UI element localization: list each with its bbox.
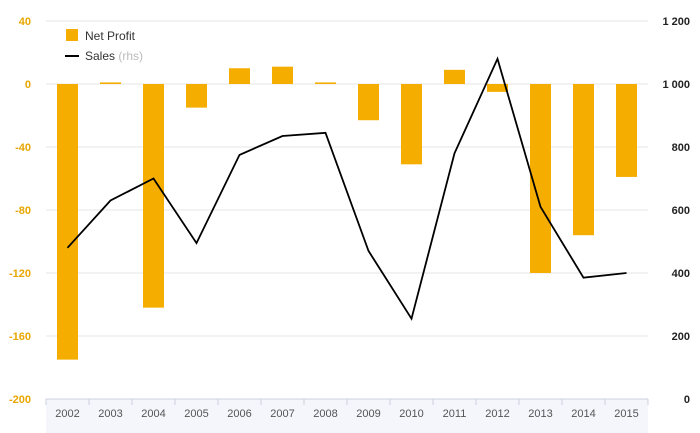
- right-y-tick-label: 1 000: [662, 79, 690, 91]
- x-tick-label-2004: 2004: [141, 408, 165, 420]
- x-tick-label-2006: 2006: [227, 408, 251, 420]
- x-tick-label-2008: 2008: [313, 408, 337, 420]
- bar-net-profit-2011: [444, 69, 465, 84]
- left-y-tick-label: -40: [15, 142, 31, 154]
- right-y-tick-label: 1 200: [662, 16, 690, 28]
- x-tick-label-2002: 2002: [55, 408, 79, 420]
- right-y-tick-label: 600: [672, 205, 690, 217]
- x-tick-label-2015: 2015: [614, 408, 638, 420]
- bar-net-profit-2004: [143, 84, 164, 308]
- sales-line-layer: [66, 56, 627, 321]
- bar-net-profit-2006: [229, 68, 250, 84]
- bar-net-profit-2012: [487, 84, 508, 92]
- legend-label-sales-suffix: (rhs): [118, 49, 143, 63]
- legend-label-sales-name: Sales: [85, 49, 115, 63]
- bar-net-profit-2015: [616, 84, 637, 177]
- legend-swatch-net-profit: [66, 29, 78, 41]
- x-tick-label-2013: 2013: [528, 408, 552, 420]
- bar-net-profit-2008: [315, 82, 336, 84]
- bar-net-profit-2002: [57, 84, 78, 360]
- left-y-tick-label: -120: [9, 268, 31, 280]
- bar-net-profit-2003: [100, 82, 121, 84]
- grid-lines: [46, 20, 648, 337]
- left-y-tick-label: -80: [15, 205, 31, 217]
- legend-label-net-profit: Net Profit: [85, 29, 136, 43]
- left-y-tick-label: -160: [9, 331, 31, 343]
- bar-net-profit-2014: [573, 84, 594, 236]
- left-y-tick-label: 40: [19, 16, 31, 28]
- x-tick-label-2012: 2012: [485, 408, 509, 420]
- legend-label-sales: Sales (rhs): [85, 49, 143, 63]
- legend: Net Profit Sales (rhs): [65, 29, 143, 63]
- x-tick-label-2007: 2007: [270, 408, 294, 420]
- x-tick-label-2005: 2005: [184, 408, 208, 420]
- right-y-tick-label: 0: [684, 394, 690, 406]
- left-y-tick-label: -200: [9, 394, 31, 406]
- right-y-tick-label: 800: [672, 142, 690, 154]
- left-y-tick-label: 0: [25, 79, 31, 91]
- right-y-tick-label: 400: [672, 268, 690, 280]
- x-tick-label-2011: 2011: [443, 408, 467, 420]
- bar-net-profit-2013: [530, 84, 551, 273]
- x-tick-label-2003: 2003: [98, 408, 122, 420]
- bar-net-profit-2005: [186, 84, 207, 108]
- x-tick-label-2014: 2014: [571, 408, 595, 420]
- net-profit-bars: [57, 66, 637, 360]
- x-tick-label-2010: 2010: [399, 408, 423, 420]
- axes: 2002 2003 2004 2005 2006 2007 2008 2009 2010 2011…: [9, 16, 690, 420]
- bar-net-profit-2009: [358, 84, 379, 121]
- x-tick-label-2009: 2009: [356, 408, 380, 420]
- bar-net-profit-2010: [401, 84, 422, 165]
- right-y-tick-label: 200: [672, 331, 690, 343]
- bar-net-profit-2007: [272, 66, 293, 84]
- line-sales: [66, 56, 627, 321]
